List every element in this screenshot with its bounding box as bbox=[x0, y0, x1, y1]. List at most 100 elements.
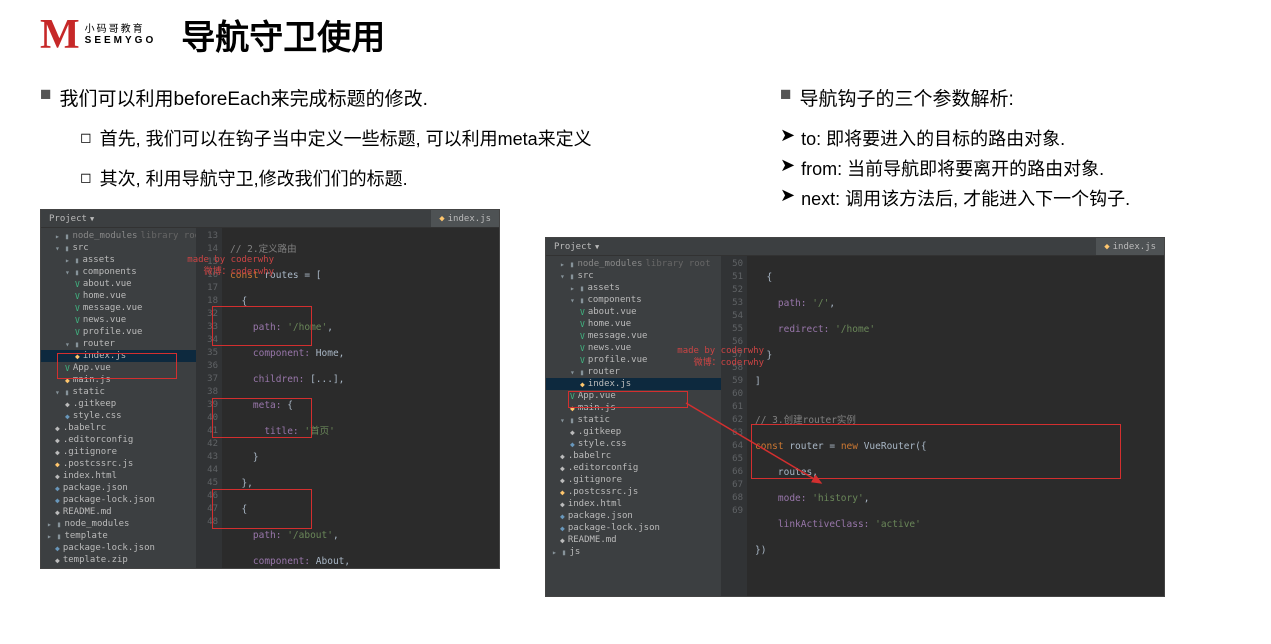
file-tab[interactable]: ◆index.js bbox=[431, 210, 499, 227]
tree-editorconfig[interactable]: ◆ .editorconfig bbox=[546, 462, 721, 474]
file-tree[interactable]: ▸ ▮node_modules library root ▾ ▮src ▸ ▮a… bbox=[41, 228, 196, 568]
tree-app[interactable]: V App.vue bbox=[546, 390, 721, 402]
tree-node-modules[interactable]: ▸ ▮node_modules library root bbox=[41, 230, 196, 242]
project-tab[interactable]: Project ▼ bbox=[546, 238, 607, 255]
tree-postcss[interactable]: ◆ .postcssrc.js bbox=[546, 486, 721, 498]
js-file-icon: ◆ bbox=[580, 380, 585, 389]
line-gutter: 1314151617183233343536373839404142434445… bbox=[196, 228, 222, 568]
ide-screenshot-right: made by coderwhy 微博：coderwhy Project ▼ ◆… bbox=[545, 237, 1165, 597]
md-file-icon: ◆ bbox=[560, 536, 565, 545]
tree-packagelock[interactable]: ◆ package-lock.json bbox=[546, 522, 721, 534]
tree-home[interactable]: V home.vue bbox=[546, 318, 721, 330]
tree-readme[interactable]: ◆ README.md bbox=[546, 534, 721, 546]
vue-file-icon: V bbox=[75, 292, 80, 301]
tree-gitkeep[interactable]: ◆ .gitkeep bbox=[546, 426, 721, 438]
tree-node-modules-ext[interactable]: ▸ ▮node_modules bbox=[41, 518, 196, 530]
tree-template[interactable]: ▸ ▮template bbox=[41, 530, 196, 542]
arrow-icon: ➤ bbox=[780, 125, 795, 151]
tree-stylecss[interactable]: ◆ style.css bbox=[41, 410, 196, 422]
folder-icon: ▾ ▮ bbox=[570, 296, 584, 305]
chevron-down-icon: ▼ bbox=[595, 243, 599, 251]
square-bullet-icon: ■ bbox=[40, 84, 51, 111]
tree-main[interactable]: ◆ main.js bbox=[546, 402, 721, 414]
tree-indexjs[interactable]: ◆ index.js bbox=[41, 350, 196, 362]
folder-icon: ▾ ▮ bbox=[570, 368, 584, 377]
tree-components[interactable]: ▾ ▮components bbox=[41, 266, 196, 278]
code-editor-left[interactable]: 1314151617183233343536373839404142434445… bbox=[196, 228, 499, 568]
folder-icon: ▸ ▮ bbox=[47, 532, 61, 541]
js-file-icon: ◆ bbox=[65, 376, 70, 385]
tree-packagelock2[interactable]: ◆ package-lock.json bbox=[41, 542, 196, 554]
tree-about[interactable]: V about.vue bbox=[546, 306, 721, 318]
tree-gitignore[interactable]: ◆ .gitignore bbox=[546, 474, 721, 486]
tree-templatezip[interactable]: ◆ template.zip bbox=[41, 554, 196, 566]
file-tree[interactable]: ▸ ▮node_modules library root ▾ ▮src ▸ ▮a… bbox=[546, 256, 721, 596]
watermark-l2: 微博：coderwhy bbox=[677, 358, 764, 370]
page-title: 导航守卫使用 bbox=[181, 10, 385, 59]
tree-components[interactable]: ▾ ▮components bbox=[546, 294, 721, 306]
tree-stylecss[interactable]: ◆ style.css bbox=[546, 438, 721, 450]
tree-main[interactable]: ◆ main.js bbox=[41, 374, 196, 386]
chevron-down-icon: ▼ bbox=[90, 215, 94, 223]
js-file-icon: ◆ bbox=[570, 404, 575, 413]
folder-icon: ▾ ▮ bbox=[65, 268, 79, 277]
tree-static[interactable]: ▾ ▮static bbox=[546, 414, 721, 426]
folder-icon: ▾ ▮ bbox=[560, 272, 574, 281]
tree-gitkeep[interactable]: ◆ .gitkeep bbox=[41, 398, 196, 410]
json-file-icon: ◆ bbox=[55, 496, 60, 505]
tree-assets[interactable]: ▸ ▮assets bbox=[546, 282, 721, 294]
tree-node-modules[interactable]: ▸ ▮node_modules library root bbox=[546, 258, 721, 270]
tree-packagejson[interactable]: ◆ package.json bbox=[41, 482, 196, 494]
tree-news[interactable]: V news.vue bbox=[41, 314, 196, 326]
vue-file-icon: V bbox=[580, 344, 585, 353]
folder-icon: ▾ ▮ bbox=[55, 244, 69, 253]
right-head-text: 导航钩子的三个参数解析: bbox=[799, 84, 1013, 111]
vue-file-icon: V bbox=[75, 280, 80, 289]
js-file-icon: ◆ bbox=[1104, 242, 1109, 252]
tree-packagejson[interactable]: ◆ package.json bbox=[546, 510, 721, 522]
file-tab[interactable]: ◆index.js bbox=[1096, 238, 1164, 255]
folder-icon: ▸ ▮ bbox=[55, 232, 69, 241]
tree-assets[interactable]: ▸ ▮assets bbox=[41, 254, 196, 266]
arrow-item-next: ➤ next: 调用该方法后, 才能进入下一个钩子. bbox=[780, 185, 1231, 211]
css-file-icon: ◆ bbox=[570, 440, 575, 449]
tree-router[interactable]: ▾ ▮router bbox=[41, 338, 196, 350]
code-editor-right[interactable]: 5051525354555657585960616263646566676869… bbox=[721, 256, 1164, 596]
tree-babelrc[interactable]: ◆ .babelrc bbox=[546, 450, 721, 462]
folder-icon: ▾ ▮ bbox=[65, 340, 79, 349]
square-bullet-icon: ■ bbox=[780, 84, 791, 111]
hollow-square-icon: ◻ bbox=[80, 129, 92, 151]
tree-profile[interactable]: V profile.vue bbox=[41, 326, 196, 338]
tree-message[interactable]: V message.vue bbox=[41, 302, 196, 314]
tree-message[interactable]: V message.vue bbox=[546, 330, 721, 342]
file-icon: ◆ bbox=[560, 464, 565, 473]
tree-indexhtml[interactable]: ◆ index.html bbox=[546, 498, 721, 510]
json-file-icon: ◆ bbox=[55, 484, 60, 493]
project-tab[interactable]: Project ▼ bbox=[41, 210, 102, 227]
vue-file-icon: V bbox=[580, 320, 585, 329]
line-gutter: 5051525354555657585960616263646566676869 bbox=[721, 256, 747, 596]
tree-gitignore[interactable]: ◆ .gitignore bbox=[41, 446, 196, 458]
vue-file-icon: V bbox=[75, 304, 80, 313]
vue-file-icon: V bbox=[570, 392, 575, 401]
tree-babelrc[interactable]: ◆ .babelrc bbox=[41, 422, 196, 434]
folder-icon: ▸ ▮ bbox=[560, 260, 574, 269]
tree-src[interactable]: ▾ ▮src bbox=[546, 270, 721, 282]
bullet-sub-1: ◻ 首先, 我们可以在钩子当中定义一些标题, 可以利用meta来定义 bbox=[80, 125, 720, 151]
tree-postcss[interactable]: ◆ .postcssrc.js bbox=[41, 458, 196, 470]
tree-src[interactable]: ▾ ▮src bbox=[41, 242, 196, 254]
tree-about[interactable]: V about.vue bbox=[41, 278, 196, 290]
tree-readme[interactable]: ◆ README.md bbox=[41, 506, 196, 518]
bullet-main-text: 我们可以利用beforeEach来完成标题的修改. bbox=[59, 84, 427, 111]
json-file-icon: ◆ bbox=[560, 512, 565, 521]
folder-icon: ▸ ▮ bbox=[552, 548, 566, 557]
tree-home[interactable]: V home.vue bbox=[41, 290, 196, 302]
tree-indexjs[interactable]: ◆ index.js bbox=[546, 378, 721, 390]
tree-static[interactable]: ▾ ▮static bbox=[41, 386, 196, 398]
tree-indexhtml[interactable]: ◆ index.html bbox=[41, 470, 196, 482]
file-icon: ◆ bbox=[65, 400, 70, 409]
tree-js[interactable]: ▸ ▮js bbox=[546, 546, 721, 558]
tree-editorconfig[interactable]: ◆ .editorconfig bbox=[41, 434, 196, 446]
tree-packagelock[interactable]: ◆ package-lock.json bbox=[41, 494, 196, 506]
tree-app[interactable]: V App.vue bbox=[41, 362, 196, 374]
